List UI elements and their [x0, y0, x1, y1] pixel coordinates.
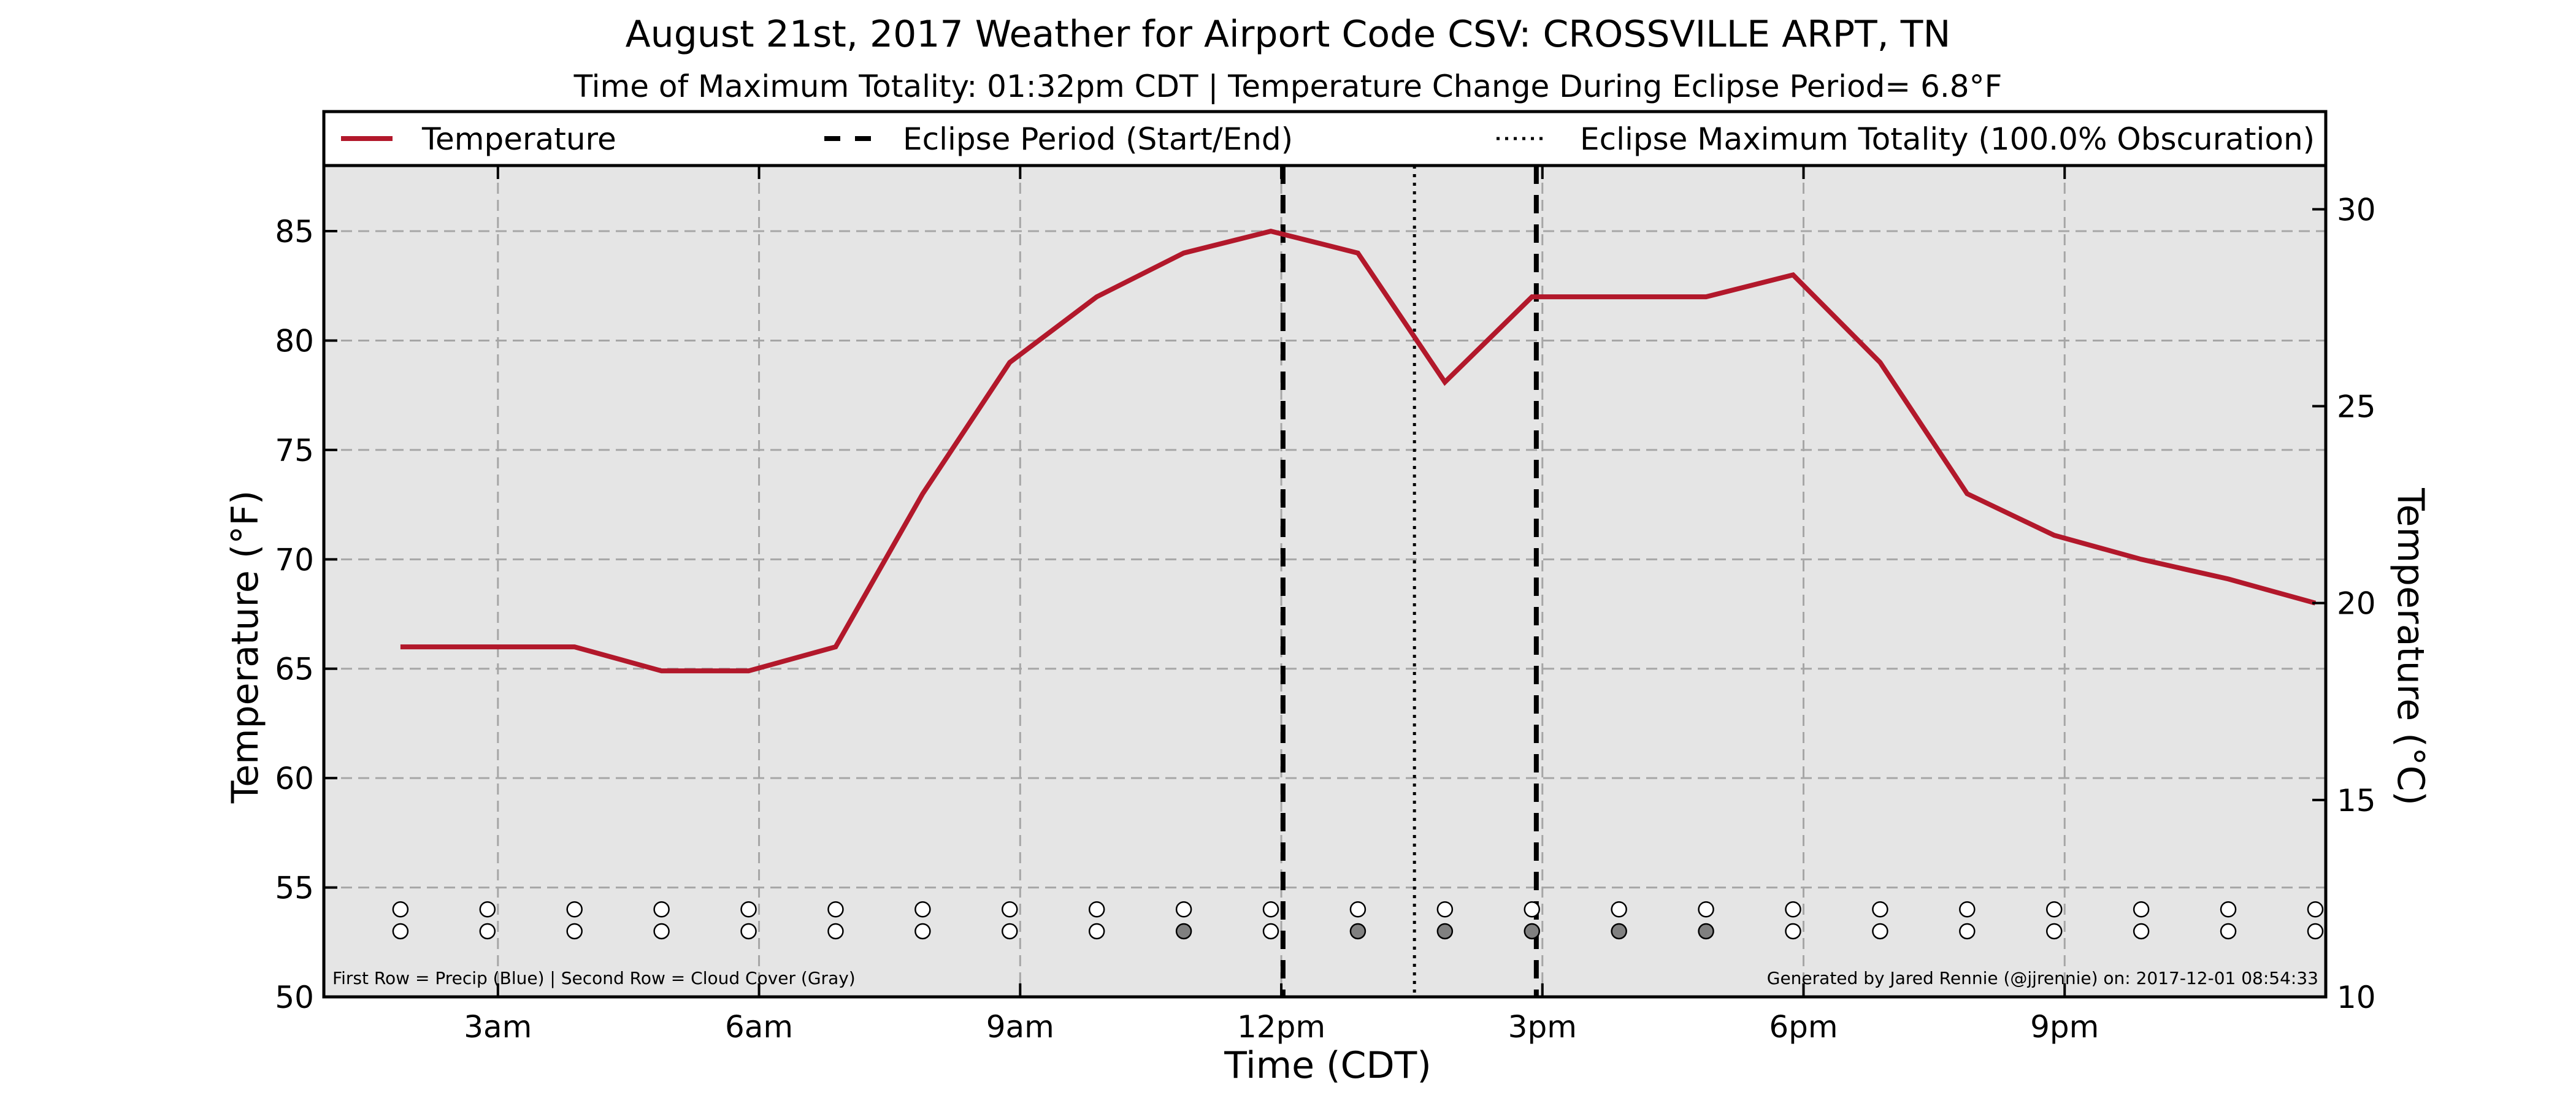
y2-tick-label: 15: [2337, 783, 2376, 818]
cloud-cover-marker: [653, 923, 670, 940]
x-tick-label: 6am: [725, 1009, 793, 1045]
x-tick-label: 9pm: [2030, 1009, 2099, 1045]
y-tick-label: 80: [275, 323, 314, 359]
cloud-cover-marker: [2220, 923, 2237, 940]
cloud-cover-marker: [392, 923, 409, 940]
x-tick-label: 6pm: [1769, 1009, 1838, 1045]
precip-marker: [2133, 901, 2150, 918]
precip-marker: [566, 901, 583, 918]
precip-marker: [392, 901, 409, 918]
precip-marker: [2307, 901, 2324, 918]
cloud-cover-marker: [827, 923, 844, 940]
footnote-left: First Row = Precip (Blue) | Second Row =…: [332, 968, 856, 988]
temperature-series-line: [400, 228, 2317, 674]
cloud-cover-marker: [1785, 923, 1801, 940]
y2-tick-label: 20: [2337, 586, 2376, 622]
y-tick-label: 50: [275, 980, 314, 1015]
precip-marker: [1262, 901, 1279, 918]
legend-box: [322, 110, 2328, 167]
precip-marker: [479, 901, 496, 918]
legend-label: Eclipse Period (Start/End): [903, 121, 1293, 157]
footnote-right: Generated by Jared Rennie (@jjrennie) on…: [1767, 968, 2318, 988]
chart-subtitle: Time of Maximum Totality: 01:32pm CDT | …: [573, 69, 2003, 104]
y-tick-label: 70: [275, 542, 314, 578]
precip-marker: [1959, 901, 1976, 918]
cloud-cover-marker: [1088, 923, 1105, 940]
precip-marker: [653, 901, 670, 918]
precip-marker: [2220, 901, 2237, 918]
x-tick-label: 3pm: [1508, 1009, 1577, 1045]
precip-marker: [2045, 901, 2063, 918]
cloud-cover-marker: [1524, 923, 1541, 940]
cloud-cover-marker: [740, 923, 757, 940]
legend-label: Temperature: [421, 121, 616, 157]
precip-marker: [1785, 901, 1801, 918]
precip-marker: [1436, 901, 1454, 918]
cloud-cover-marker: [2307, 923, 2324, 940]
y-tick-label: 75: [275, 433, 314, 468]
cloud-cover-marker: [2045, 923, 2063, 940]
y-tick-label: 65: [275, 652, 314, 687]
x-tick-label: 12pm: [1237, 1009, 1325, 1045]
cloud-cover-marker: [1698, 923, 1714, 940]
cloud-cover-marker: [1002, 923, 1018, 940]
precip-marker: [914, 901, 931, 918]
plot-background: [324, 166, 2326, 997]
cloud-cover-marker: [1959, 923, 1976, 940]
chart-title: August 21st, 2017 Weather for Airport Co…: [626, 13, 1951, 56]
precip-marker: [1698, 901, 1714, 918]
x-tick-label: 3am: [464, 1009, 532, 1045]
cloud-cover-marker: [479, 923, 496, 940]
cloud-cover-marker: [1349, 923, 1367, 940]
cloud-cover-marker: [914, 923, 931, 940]
x-axis-label: Time (CDT): [1224, 1044, 1431, 1087]
precip-marker: [1524, 901, 1541, 918]
precip-marker: [1175, 901, 1192, 918]
cloud-cover-marker: [2133, 923, 2150, 940]
precip-marker: [1611, 901, 1627, 918]
precip-marker: [1872, 901, 1888, 918]
y-tick-label: 85: [275, 214, 314, 250]
y-tick-label: 60: [275, 761, 314, 796]
cloud-cover-marker: [1436, 923, 1454, 940]
legend-label: Eclipse Maximum Totality (100.0% Obscura…: [1580, 121, 2315, 157]
precip-marker: [827, 901, 844, 918]
cloud-cover-marker: [1872, 923, 1888, 940]
precip-marker: [740, 901, 757, 918]
cloud-cover-marker: [1175, 923, 1192, 940]
precip-marker: [1002, 901, 1018, 918]
legend: Temperature Eclipse Period (Start/End) Ecl…: [322, 110, 2328, 167]
cloud-cover-marker: [566, 923, 583, 940]
y-tick-label: 55: [275, 871, 314, 906]
y2-tick-label: 30: [2337, 192, 2376, 227]
cloud-cover-marker: [1611, 923, 1627, 940]
y-axis-label: Temperature (°F): [224, 490, 267, 804]
precip-marker: [1088, 901, 1105, 918]
plot-area: 3am 6am 9am 12pm 3pm 6pm 9pm 50 55 60 65 70 75 80 85 10…: [275, 164, 2376, 1045]
y2-tick-label: 10: [2337, 980, 2376, 1015]
cloud-cover-marker: [1262, 923, 1279, 940]
x-tick-label: 9am: [986, 1009, 1054, 1045]
y2-tick-label: 25: [2337, 389, 2376, 425]
precip-marker: [1349, 901, 1367, 918]
y2-axis-label: Temperature (°C): [2389, 487, 2432, 806]
